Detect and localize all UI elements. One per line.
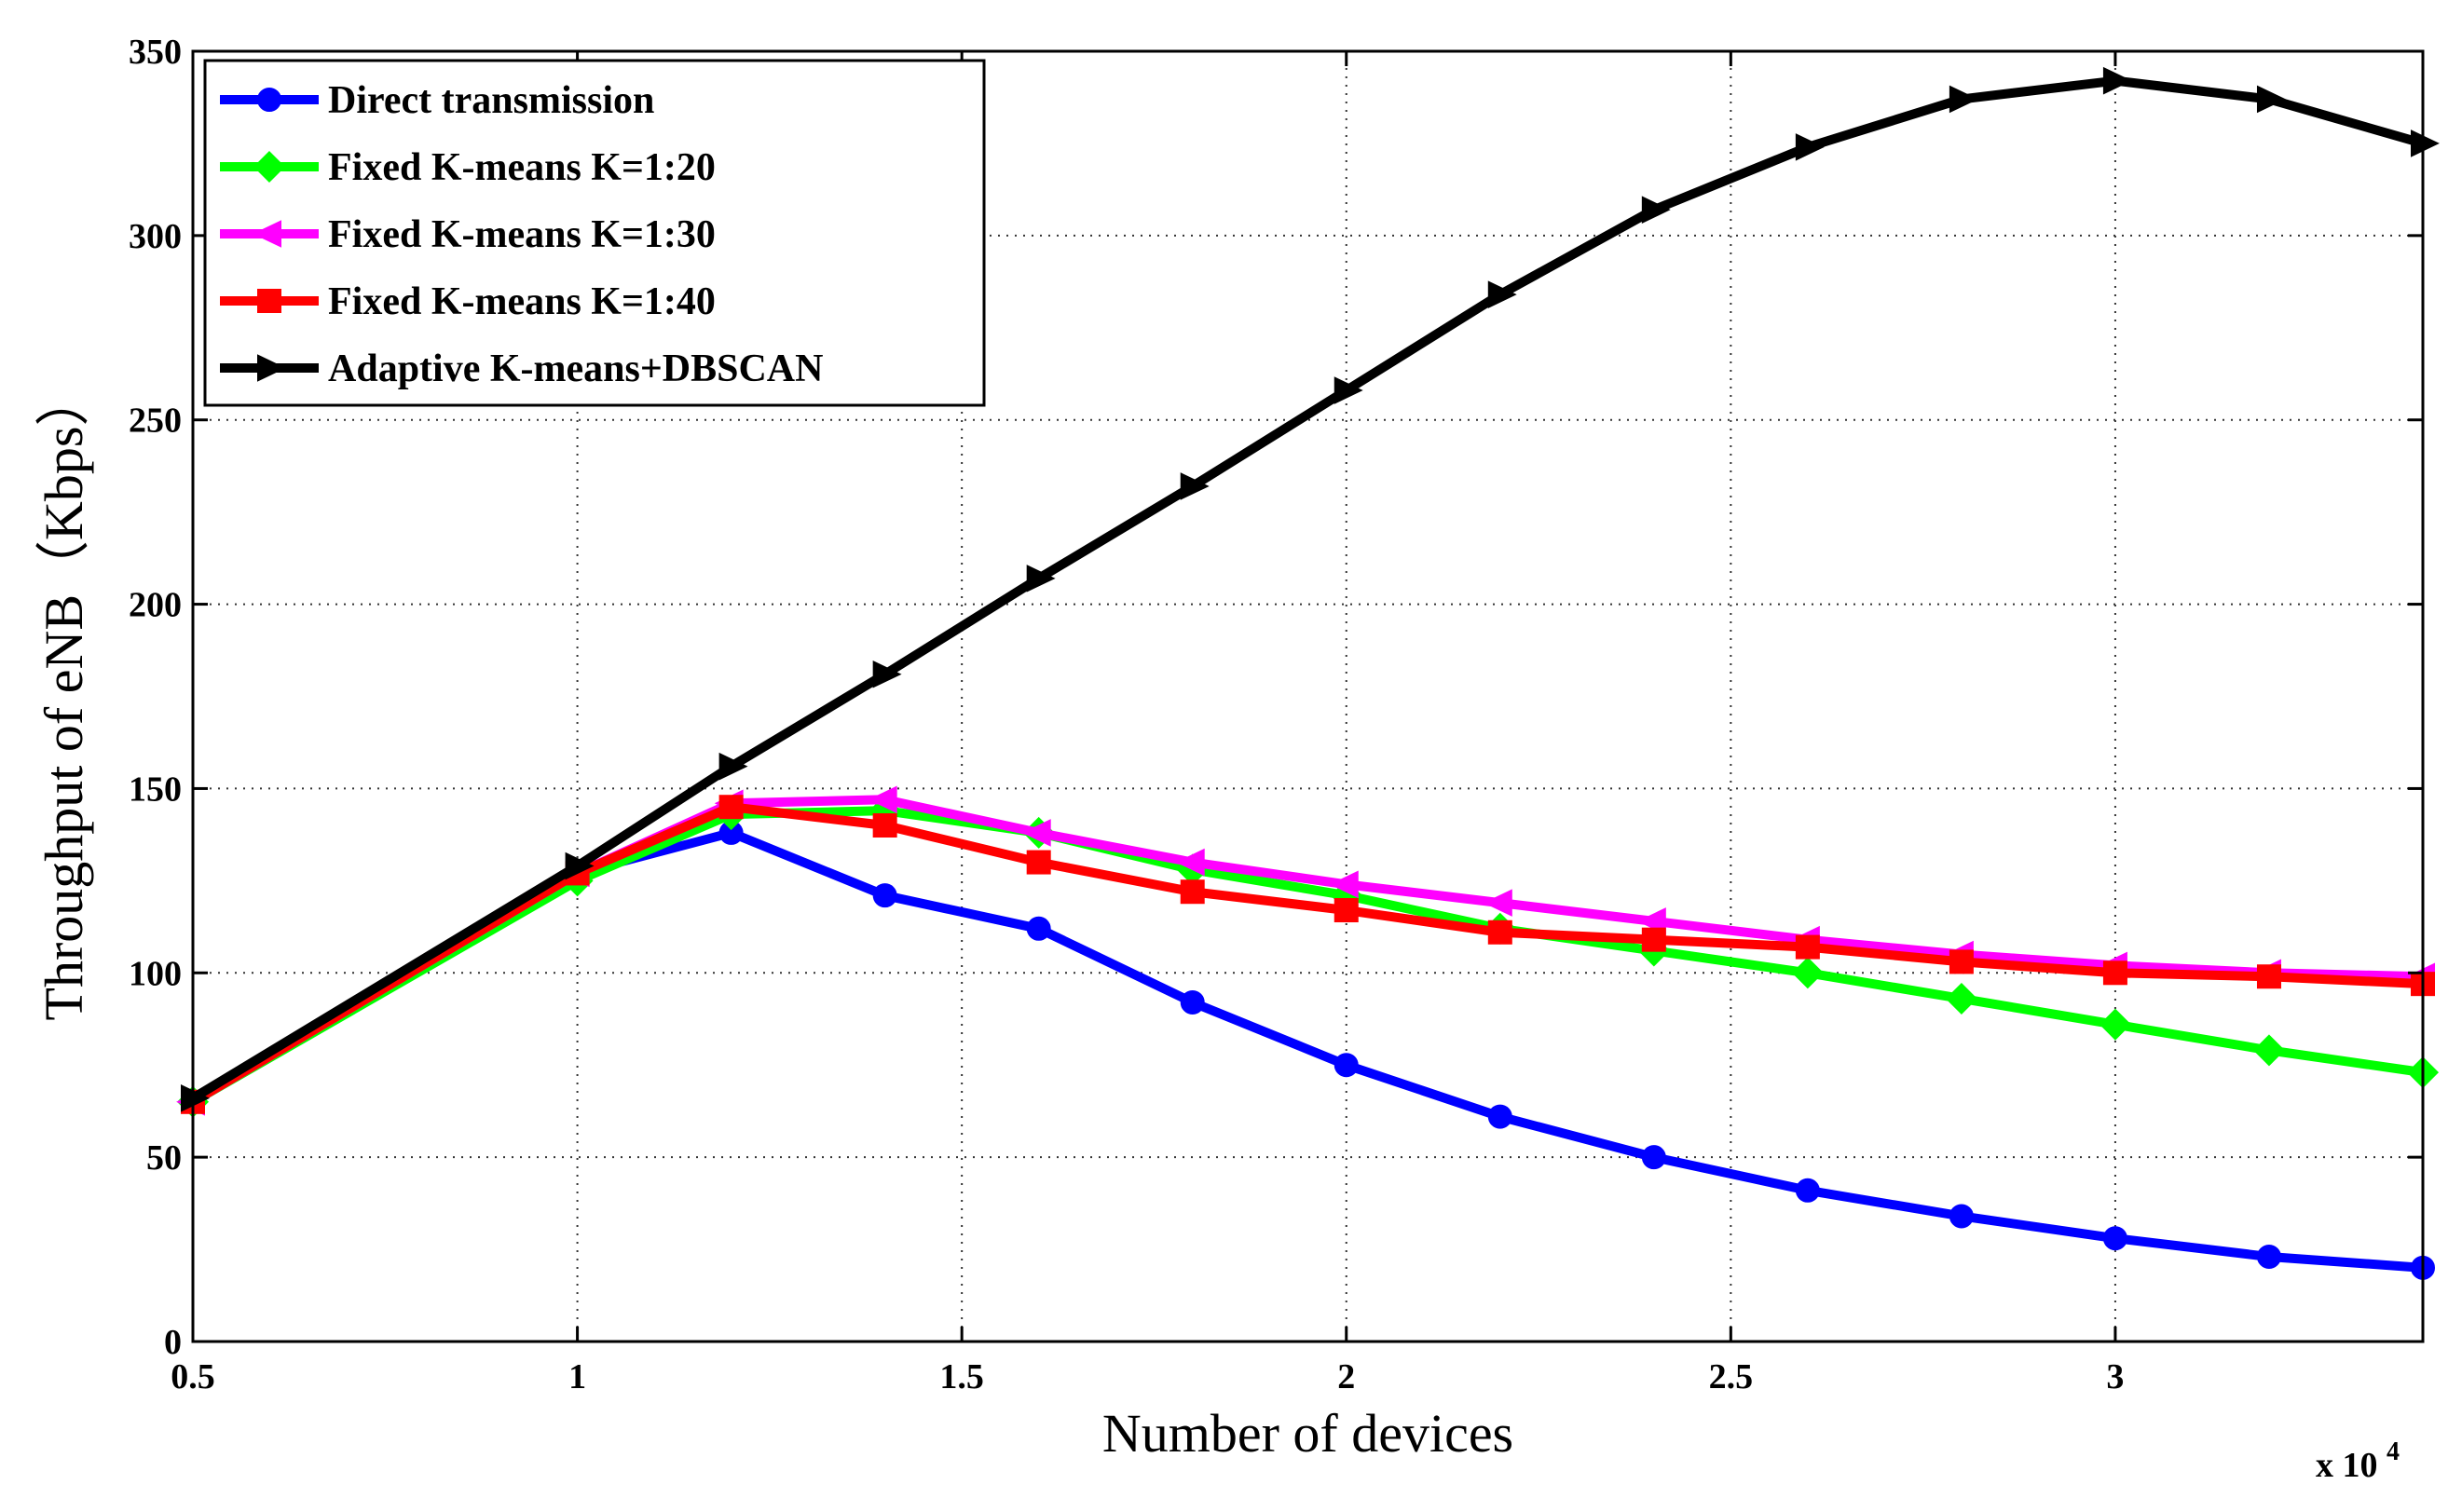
y-tick-label: 350 [129, 33, 182, 72]
data-point [1026, 565, 1056, 593]
data-point [181, 1084, 210, 1112]
data-point [1180, 472, 1210, 500]
data-point [2102, 1226, 2127, 1251]
x-tick-label: 2.5 [1709, 1357, 1754, 1396]
data-point [872, 660, 902, 688]
data-point [1641, 927, 1666, 952]
data-point [2252, 1034, 2285, 1067]
y-tick-label: 200 [129, 586, 182, 625]
data-point [1487, 919, 1512, 945]
series-adaptive-k-means-dbscan [181, 66, 2440, 1112]
data-point [2102, 66, 2132, 95]
legend-item: Adaptive K-means+DBSCAN [220, 347, 823, 390]
y-tick-label: 100 [129, 954, 182, 993]
legend-swatch-marker [253, 150, 286, 184]
data-point [1641, 196, 1671, 224]
data-point [1949, 85, 1978, 114]
axis-ticks: 0.5 1 1.5 2 2.5 3 0 50 100 150 200 250 300 350 [129, 33, 2423, 1396]
data-point [1791, 957, 1824, 989]
series-line [188, 795, 2428, 1107]
y-tick-label: 50 [146, 1138, 182, 1178]
data-point [1641, 1145, 1666, 1170]
plot-frame [191, 49, 2425, 1343]
legend-label: Adaptive K-means+DBSCAN [328, 347, 823, 390]
data-point [2256, 964, 2281, 989]
data-point [1334, 898, 1359, 923]
data-point [718, 795, 744, 820]
data-point [718, 752, 748, 781]
legend-label: Direct transmission [328, 79, 654, 122]
legend-box [203, 59, 986, 407]
data-point [1487, 1104, 1512, 1129]
legend-swatch-marker [257, 354, 286, 382]
data-point [872, 883, 897, 908]
series-fixed-k-means-k-1-40 [181, 795, 2435, 1114]
legend-swatch-marker [257, 88, 281, 112]
y-tick-label: 0 [164, 1323, 182, 1362]
x-tick-label: 0.5 [171, 1357, 215, 1396]
data-point [1026, 916, 1051, 941]
x-axis-multiplier: x 10 4 [2316, 1437, 2400, 1485]
data-point [1329, 870, 1359, 899]
series-line [188, 75, 2428, 1103]
y-tick-label: 300 [129, 217, 182, 256]
data-point [1487, 280, 1517, 308]
data-point [872, 813, 897, 838]
legend-label: Fixed K-means K=1:40 [328, 280, 716, 323]
y-axis-title: Throughput of eNB（Kbps） [34, 373, 94, 1021]
x-axis-multiplier-base: x 10 [2316, 1446, 2378, 1485]
data-point [565, 851, 595, 880]
legend-swatch-marker [253, 220, 281, 248]
y-tick-label: 150 [129, 770, 182, 809]
legend: Direct transmission Fixed K-means K=1:20 F… [203, 59, 986, 407]
legend-item: Fixed K-means K=1:30 [220, 213, 716, 256]
x-tick-label: 3 [2106, 1357, 2124, 1396]
y-tick-label: 250 [129, 402, 182, 441]
data-point [1175, 848, 1205, 877]
data-point [2099, 1008, 2131, 1041]
data-point [2102, 960, 2127, 986]
data-point [1636, 907, 1666, 935]
data-point [1945, 982, 1977, 1015]
data-point [1949, 1204, 1974, 1229]
data-point [1795, 133, 1825, 161]
data-point [1795, 1178, 1820, 1203]
data-point [2411, 129, 2440, 157]
x-tick-label: 2 [1337, 1357, 1355, 1396]
legend-swatch-marker [257, 289, 281, 313]
data-point [1180, 879, 1205, 905]
data-point [1021, 819, 1051, 847]
data-point [2256, 1244, 2281, 1269]
x-tick-label: 1 [568, 1357, 586, 1396]
data-point [1334, 1053, 1359, 1078]
series-line [188, 802, 2428, 1107]
data-point [1026, 850, 1051, 875]
legend-label: Fixed K-means K=1:20 [328, 146, 716, 189]
data-point [1334, 376, 1363, 404]
data-point [868, 785, 897, 814]
series-layer [176, 66, 2440, 1280]
legend-item: Fixed K-means K=1:20 [220, 146, 716, 189]
data-point [1949, 949, 1974, 974]
x-tick-label: 1.5 [939, 1357, 984, 1396]
series-line [188, 827, 2428, 1273]
legend-item: Direct transmission [220, 79, 654, 122]
data-point [1180, 989, 1205, 1015]
x-axis-multiplier-exponent: 4 [2387, 1437, 2400, 1466]
data-point [1483, 889, 1512, 917]
data-point [1795, 934, 1820, 960]
legend-item: Fixed K-means K=1:40 [220, 280, 716, 323]
x-axis-title: Number of devices [1102, 1403, 1513, 1464]
legend-label: Fixed K-means K=1:30 [328, 213, 716, 256]
data-point [2256, 85, 2286, 114]
